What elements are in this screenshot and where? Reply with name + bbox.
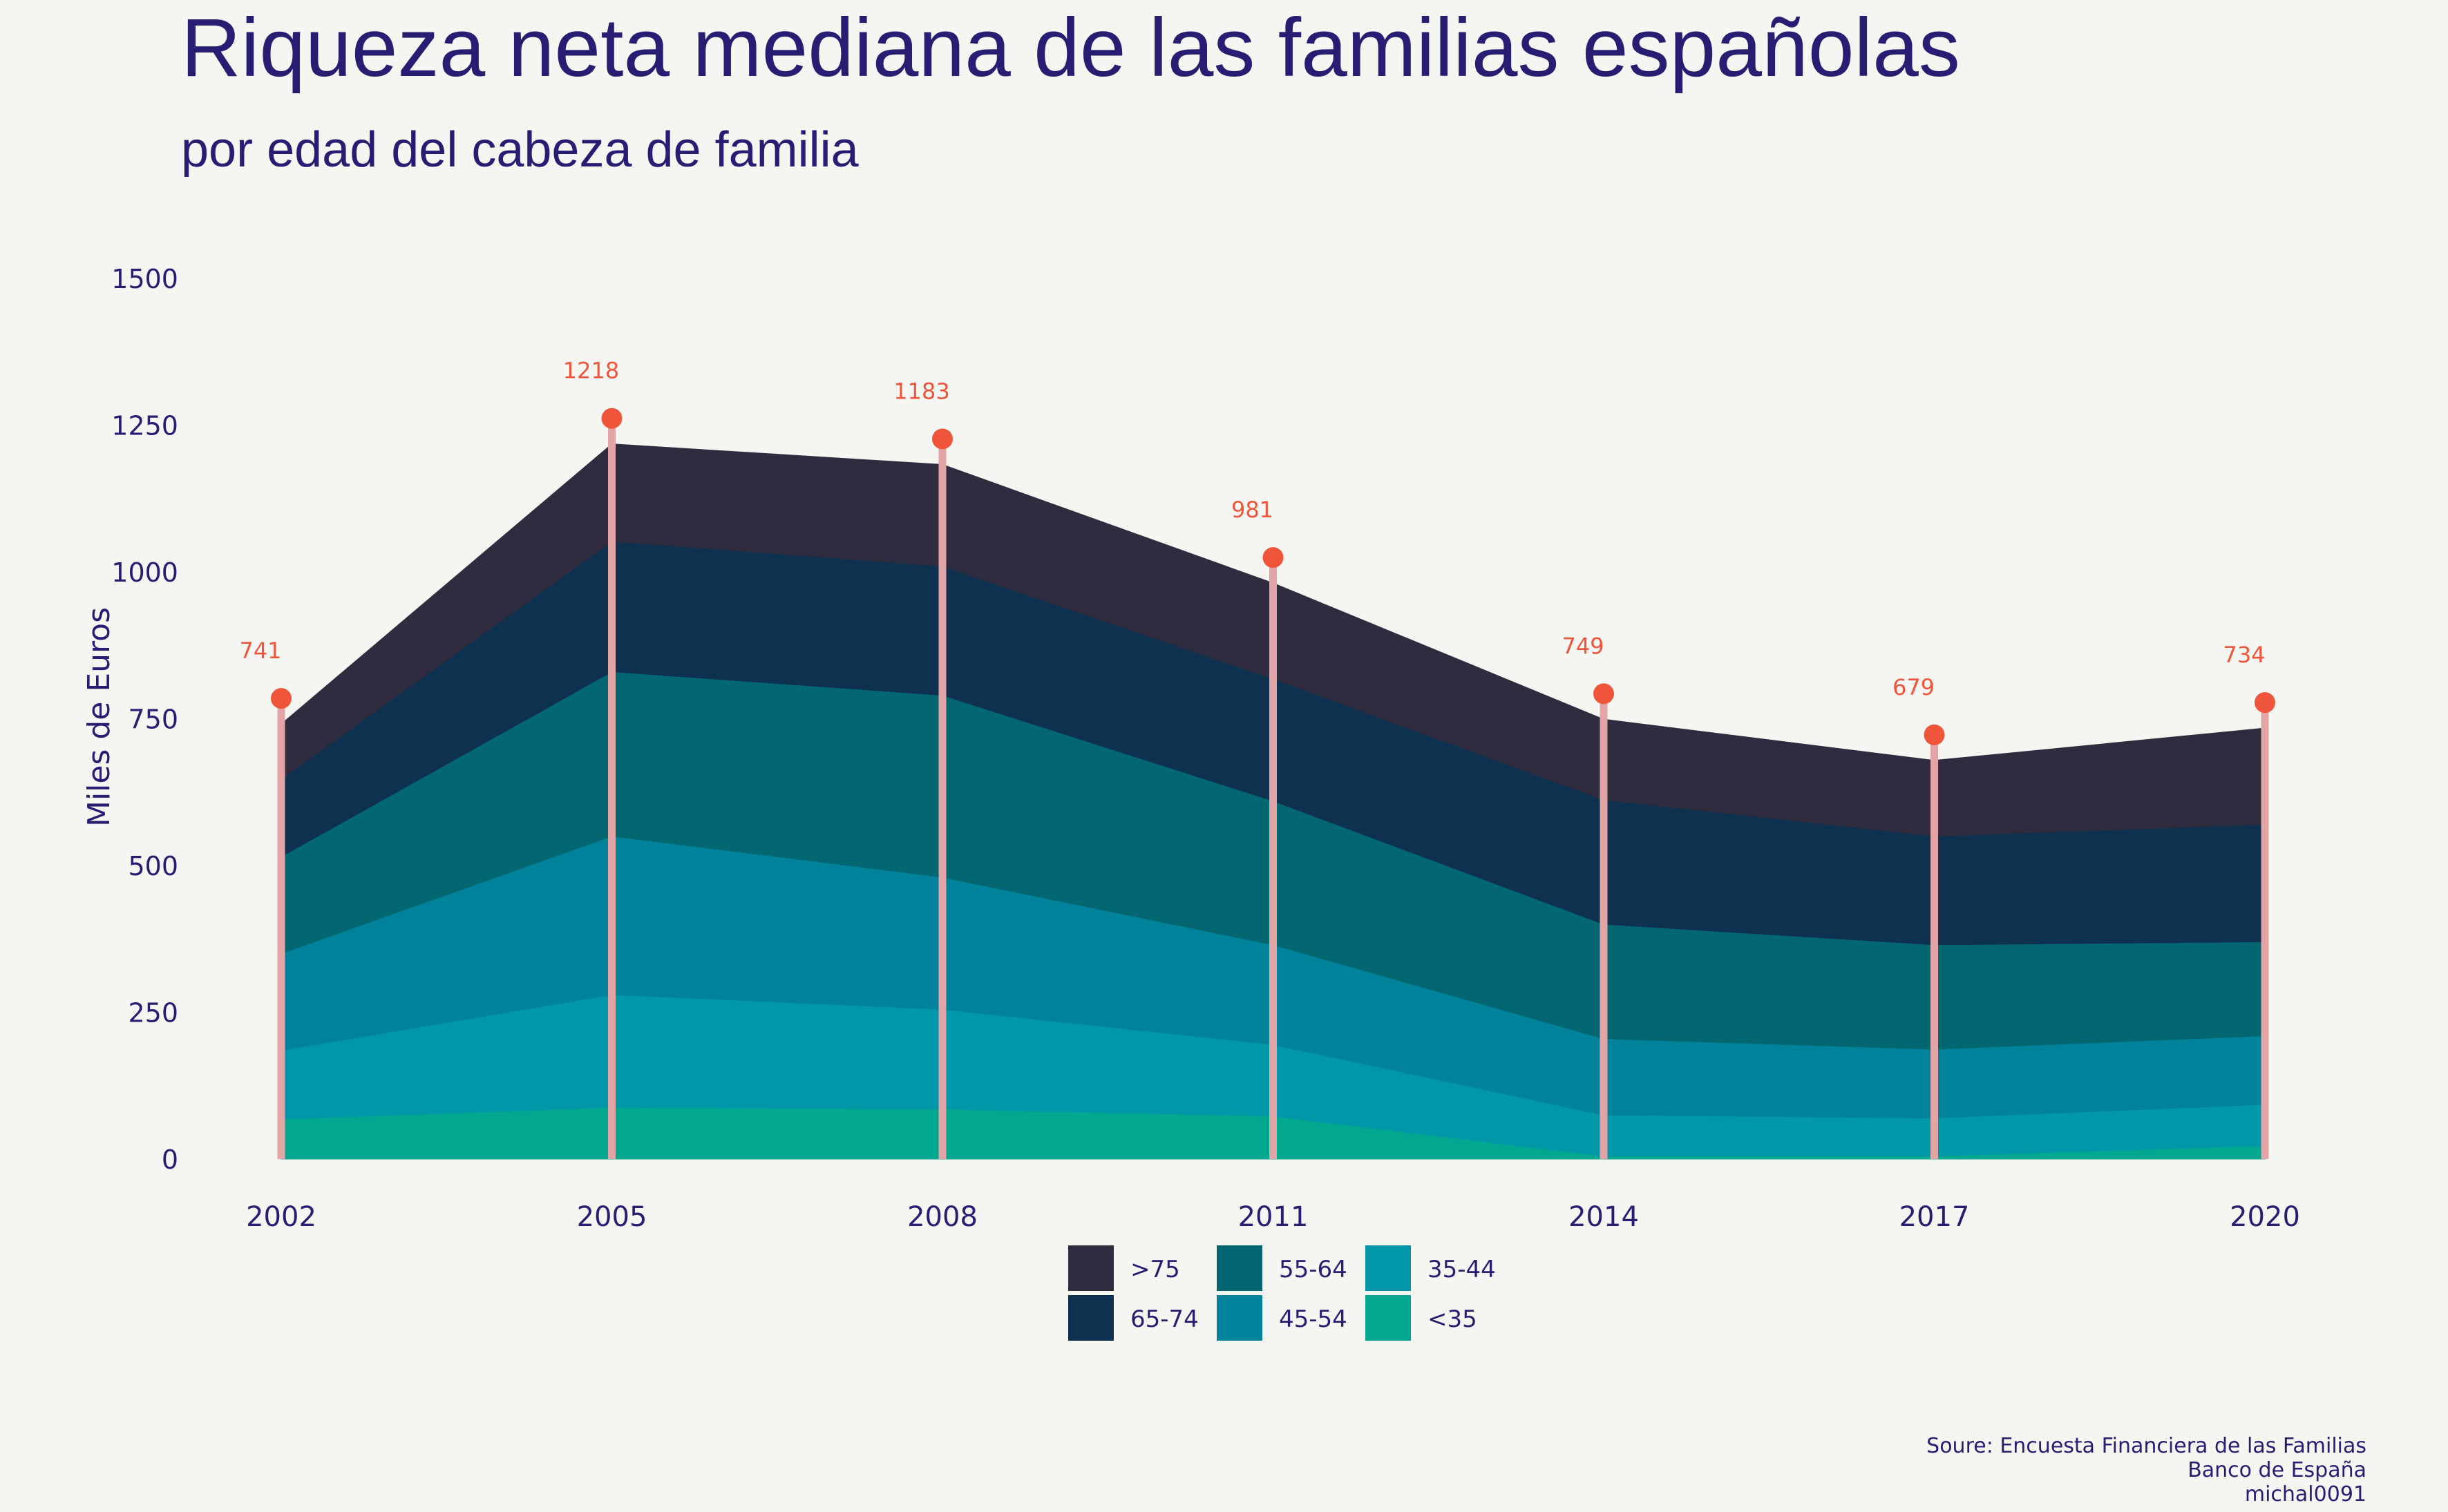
legend-label-over-75: >75 xyxy=(1130,1256,1180,1283)
y-axis: 0 250 500 750 1000 1250 1500 xyxy=(111,264,178,1175)
legend-swatch-45-54 xyxy=(1217,1295,1262,1341)
total-label: 741 xyxy=(239,638,281,664)
legend-swatch-under-35 xyxy=(1365,1295,1411,1341)
total-point xyxy=(1924,724,1945,745)
y-tick-label: 1000 xyxy=(111,557,178,588)
x-tick-label: 2002 xyxy=(246,1201,316,1233)
legend-swatch-35-44 xyxy=(1365,1245,1411,1291)
total-label: 749 xyxy=(1562,633,1604,659)
total-stems: 741 1218 1183 981 749 679 734 xyxy=(239,358,2275,1159)
total-label: 734 xyxy=(2223,642,2265,668)
x-tick-label: 2020 xyxy=(2230,1201,2300,1233)
total-point xyxy=(932,428,953,450)
x-tick-label: 2008 xyxy=(907,1201,978,1233)
legend-swatch-55-64 xyxy=(1217,1245,1262,1291)
y-tick-label: 250 xyxy=(128,998,178,1028)
legend-label-55-64: 55-64 xyxy=(1279,1256,1347,1283)
y-tick-label: 1250 xyxy=(111,411,178,441)
total-label: 981 xyxy=(1231,497,1273,523)
chart-title: Riqueza neta mediana de las familias esp… xyxy=(181,1,1960,94)
chart-subtitle: por edad del cabeza de familia xyxy=(181,122,859,178)
total-point xyxy=(271,688,292,709)
legend-label-under-35: <35 xyxy=(1427,1305,1477,1333)
caption-publisher: Banco de España xyxy=(2188,1458,2366,1482)
legend: >75 65-74 55-64 45-54 35-44 <35 xyxy=(1068,1245,1496,1341)
total-label: 1183 xyxy=(893,378,949,404)
y-axis-label: Miles de Euros xyxy=(82,607,117,827)
y-tick-label: 500 xyxy=(128,851,178,881)
y-tick-label: 750 xyxy=(128,705,178,735)
caption-author: michal0091 xyxy=(2244,1482,2366,1506)
legend-swatch-65-74 xyxy=(1068,1295,1114,1341)
x-tick-label: 2005 xyxy=(577,1201,647,1233)
caption-source: Soure: Encuesta Financiera de las Famili… xyxy=(1926,1434,2366,1458)
total-point xyxy=(601,408,623,429)
y-tick-label: 0 xyxy=(162,1145,178,1175)
legend-label-65-74: 65-74 xyxy=(1130,1305,1199,1333)
x-tick-label: 2017 xyxy=(1899,1201,1970,1233)
source-caption: Soure: Encuesta Financiera de las Famili… xyxy=(1926,1434,2366,1506)
legend-label-35-44: 35-44 xyxy=(1427,1256,1496,1283)
total-label: 1218 xyxy=(563,358,619,384)
total-point xyxy=(2255,692,2275,714)
total-point xyxy=(1593,683,1614,705)
x-tick-label: 2014 xyxy=(1568,1201,1639,1233)
legend-label-45-54: 45-54 xyxy=(1279,1305,1347,1333)
total-label: 679 xyxy=(1892,674,1935,700)
y-tick-label: 1500 xyxy=(111,264,178,294)
x-tick-label: 2011 xyxy=(1238,1201,1309,1233)
legend-swatch-over-75 xyxy=(1068,1245,1114,1291)
x-axis: 2002 2005 2008 2011 2014 2017 2020 xyxy=(246,1201,2300,1233)
total-point xyxy=(1262,547,1284,568)
